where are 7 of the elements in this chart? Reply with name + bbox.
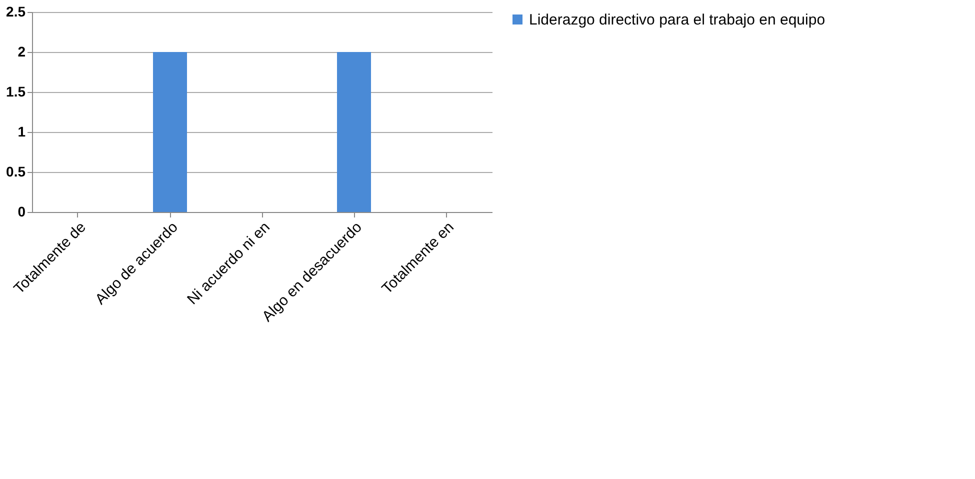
y-tick-label: 1 [18, 124, 26, 140]
y-tick-label: 0.5 [6, 164, 26, 180]
y-tick-label: 1.5 [6, 84, 26, 100]
legend-label: Liderazgo directivo para el trabajo en equipo [529, 12, 826, 28]
y-tick-label: 2.5 [6, 4, 26, 20]
y-tick-label: 0 [18, 204, 26, 220]
y-tick-label: 2 [18, 44, 26, 60]
